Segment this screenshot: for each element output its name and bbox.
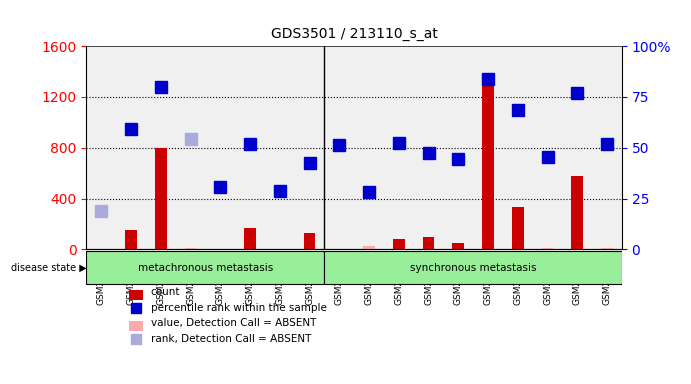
Text: percentile rank within the sample: percentile rank within the sample: [151, 303, 327, 313]
Bar: [571, 175, 583, 249]
Bar: [423, 237, 435, 249]
FancyBboxPatch shape: [86, 251, 324, 285]
Bar: [205, 46, 235, 249]
FancyBboxPatch shape: [324, 251, 622, 285]
Bar: [542, 248, 553, 249]
Bar: [503, 46, 533, 249]
Text: disease state ▶: disease state ▶: [10, 263, 86, 273]
Bar: [184, 248, 196, 249]
Bar: [482, 74, 494, 249]
Bar: [176, 46, 205, 249]
Bar: [473, 46, 503, 249]
Bar: [324, 46, 354, 249]
Bar: [512, 207, 524, 249]
Bar: [562, 46, 592, 249]
Bar: [384, 46, 414, 249]
Bar: [86, 46, 116, 249]
Bar: [146, 46, 176, 249]
Text: count: count: [151, 287, 180, 298]
Bar: [392, 239, 405, 249]
Bar: [363, 246, 375, 249]
Title: GDS3501 / 213110_s_at: GDS3501 / 213110_s_at: [271, 27, 437, 41]
Bar: [354, 46, 384, 249]
Text: rank, Detection Call = ABSENT: rank, Detection Call = ABSENT: [151, 334, 311, 344]
Bar: [265, 46, 294, 249]
Bar: [294, 46, 324, 249]
Bar: [125, 230, 137, 249]
Bar: [235, 46, 265, 249]
Text: synchronous metastasis: synchronous metastasis: [410, 263, 536, 273]
Bar: [129, 290, 142, 300]
Bar: [414, 46, 444, 249]
Text: value, Detection Call = ABSENT: value, Detection Call = ABSENT: [151, 318, 316, 328]
Bar: [129, 321, 142, 331]
Bar: [592, 46, 622, 249]
Bar: [533, 46, 562, 249]
Bar: [453, 243, 464, 249]
Bar: [601, 248, 613, 249]
Bar: [244, 228, 256, 249]
Bar: [116, 46, 146, 249]
Bar: [444, 46, 473, 249]
Bar: [303, 233, 316, 249]
Text: metachronous metastasis: metachronous metastasis: [138, 263, 273, 273]
Bar: [155, 148, 167, 249]
